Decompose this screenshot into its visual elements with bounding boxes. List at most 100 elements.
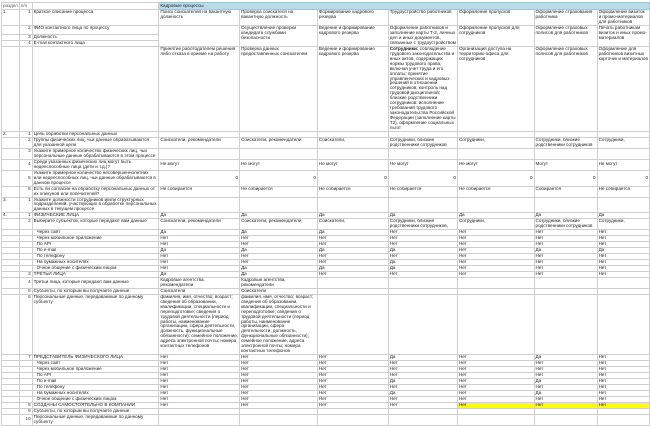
value-cell[interactable] — [456, 196, 535, 214]
question-cell[interactable]: Среди указанных физических лиц могут быт… — [31, 158, 160, 171]
value-cell[interactable] — [387, 131, 458, 139]
value-cell[interactable]: Нет — [596, 401, 650, 409]
value-cell[interactable]: Да — [596, 212, 650, 220]
section-cell[interactable] — [1, 45, 20, 133]
value-cell[interactable]: Не могут — [387, 158, 458, 171]
value-cell[interactable] — [239, 147, 318, 160]
section-cell[interactable] — [1, 147, 20, 160]
row-number-cell[interactable]: 10 — [18, 413, 33, 426]
question-cell[interactable]: Есть ли согласие на обработку персональн… — [31, 185, 160, 198]
value-cell[interactable]: Да — [387, 212, 458, 220]
value-cell[interactable] — [533, 196, 598, 214]
value-cell[interactable]: Кадровые агентства, рекомендатели — [158, 276, 241, 289]
value-cell[interactable]: Не могут — [316, 158, 389, 171]
section-cell[interactable] — [1, 413, 20, 426]
value-cell[interactable] — [387, 196, 458, 214]
value-cell[interactable]: Поиск соискателей на вакантную должность — [158, 9, 241, 26]
value-cell[interactable]: Нет — [387, 270, 458, 278]
section-cell[interactable]: 1. — [1, 9, 20, 26]
value-cell[interactable] — [533, 147, 598, 160]
value-cell[interactable] — [158, 413, 241, 426]
question-cell[interactable]: СОЗДАНЫ САМОСТОЯТЕЛЬНО В КОМПАНИИ — [31, 401, 160, 409]
row-number-cell[interactable]: 6 — [18, 293, 33, 356]
value-cell[interactable]: Собирается — [533, 185, 598, 198]
value-cell[interactable] — [387, 276, 458, 289]
row-number-cell[interactable]: 4 — [18, 158, 33, 171]
value-cell[interactable]: Соискатели, рекомендатели — [158, 218, 241, 231]
value-cell[interactable] — [387, 147, 458, 160]
value-cell[interactable] — [596, 293, 650, 356]
value-cell[interactable]: Не могут — [456, 158, 535, 171]
value-cell[interactable]: Сотрудники, — [456, 218, 535, 231]
row-number-cell[interactable] — [18, 45, 33, 133]
value-cell[interactable] — [533, 276, 598, 289]
question-cell[interactable]: Укажите примерное количество физических … — [31, 147, 160, 160]
value-cell[interactable]: Не собирается — [456, 185, 535, 198]
value-cell[interactable]: Соискатели, — [316, 137, 389, 149]
section-cell[interactable] — [1, 407, 20, 415]
value-cell[interactable] — [596, 407, 650, 415]
value-cell[interactable]: Оформление работников и заполнение карты… — [387, 24, 458, 47]
row-number-cell[interactable]: 1 — [18, 196, 33, 214]
row-number-cell[interactable]: 1 — [18, 9, 33, 26]
value-cell[interactable] — [387, 407, 458, 415]
value-cell[interactable] — [533, 293, 598, 356]
value-cell[interactable] — [158, 147, 241, 160]
value-cell[interactable]: Сотрудники, — [596, 218, 650, 231]
value-cell[interactable] — [158, 196, 241, 214]
row-number-cell[interactable]: 5 — [18, 169, 33, 187]
question-cell[interactable]: Выберите субъектов, которые передают вам… — [31, 218, 160, 231]
value-cell[interactable]: фамилия, имя, отчество; возраст; сведени… — [239, 293, 318, 356]
value-cell[interactable]: Нет — [387, 401, 458, 409]
value-cell[interactable]: Сотрудники, близкие родственники сотрудн… — [533, 218, 598, 231]
value-cell[interactable]: Сотрудники, — [596, 137, 650, 149]
value-cell[interactable]: 0 — [387, 169, 458, 187]
value-cell[interactable]: Осуществление проверки кандидата службам… — [239, 24, 318, 47]
section-cell[interactable] — [1, 24, 20, 35]
value-cell[interactable]: Формирование кадрового резерва — [316, 9, 389, 26]
value-cell[interactable] — [456, 293, 535, 356]
row-number-cell[interactable]: 4 — [18, 276, 33, 289]
section-cell[interactable]: 2. — [1, 131, 20, 139]
section-cell[interactable] — [1, 169, 20, 187]
value-cell[interactable]: Не могут — [158, 158, 241, 171]
question-cell[interactable] — [31, 45, 160, 133]
value-cell[interactable]: Нет — [596, 270, 650, 278]
value-cell[interactable]: Ведение и формирование кадрового резерва — [316, 45, 389, 133]
value-cell[interactable]: Оформление пропусков для сотрудников — [456, 24, 535, 47]
value-cell[interactable] — [316, 147, 389, 160]
value-cell[interactable]: Печать работникам визиток и иных промо-м… — [596, 24, 650, 47]
value-cell[interactable] — [456, 147, 535, 160]
value-cell[interactable] — [456, 413, 535, 426]
section-cell[interactable]: 3. — [1, 196, 20, 214]
value-cell[interactable] — [533, 413, 598, 426]
value-cell[interactable]: Соискатели, рекомендатели — [239, 137, 318, 149]
question-cell[interactable]: ТРЕТЬИ ЛИЦА — [31, 270, 160, 278]
row-number-cell[interactable]: 3 — [18, 147, 33, 160]
value-cell[interactable]: 0 — [596, 169, 650, 187]
section-cell[interactable] — [1, 270, 20, 278]
value-cell[interactable]: Не могут — [239, 158, 318, 171]
value-cell[interactable] — [387, 413, 458, 426]
question-cell[interactable]: Краткое описание процесса — [31, 9, 160, 26]
section-cell[interactable] — [1, 158, 20, 171]
question-cell[interactable]: ФИЗИЧЕСКИЕ ЛИЦА — [31, 212, 160, 220]
question-cell[interactable]: Укажите должности сотрудников и/или стру… — [31, 196, 160, 214]
value-cell[interactable]: Оформление для работников визитных карто… — [596, 45, 650, 133]
value-cell[interactable]: Сотрудники, — [456, 137, 535, 149]
section-cell[interactable]: 4. — [1, 212, 20, 220]
value-cell[interactable]: Соискатели, — [316, 218, 389, 231]
value-cell[interactable]: Не собирается — [387, 185, 458, 198]
question-cell[interactable]: Цель обработки персональных данных — [31, 131, 160, 139]
value-cell[interactable]: 0 — [158, 169, 241, 187]
value-cell[interactable]: Оформление страхования работника — [533, 9, 598, 26]
value-cell[interactable]: Могут — [533, 158, 598, 171]
value-cell[interactable] — [456, 276, 535, 289]
value-cell[interactable] — [596, 131, 650, 139]
row-number-cell[interactable]: 6 — [18, 185, 33, 198]
value-cell[interactable]: Соискатели, рекомендатели — [158, 137, 241, 149]
question-cell[interactable]: Третьи лица, которые передают вам данные — [31, 276, 160, 289]
value-cell[interactable]: Принятие работодателем решения либо отка… — [158, 45, 241, 133]
value-cell[interactable]: Не собирается — [239, 185, 318, 198]
value-cell[interactable]: Оформление страховых полисов для работни… — [533, 24, 598, 47]
